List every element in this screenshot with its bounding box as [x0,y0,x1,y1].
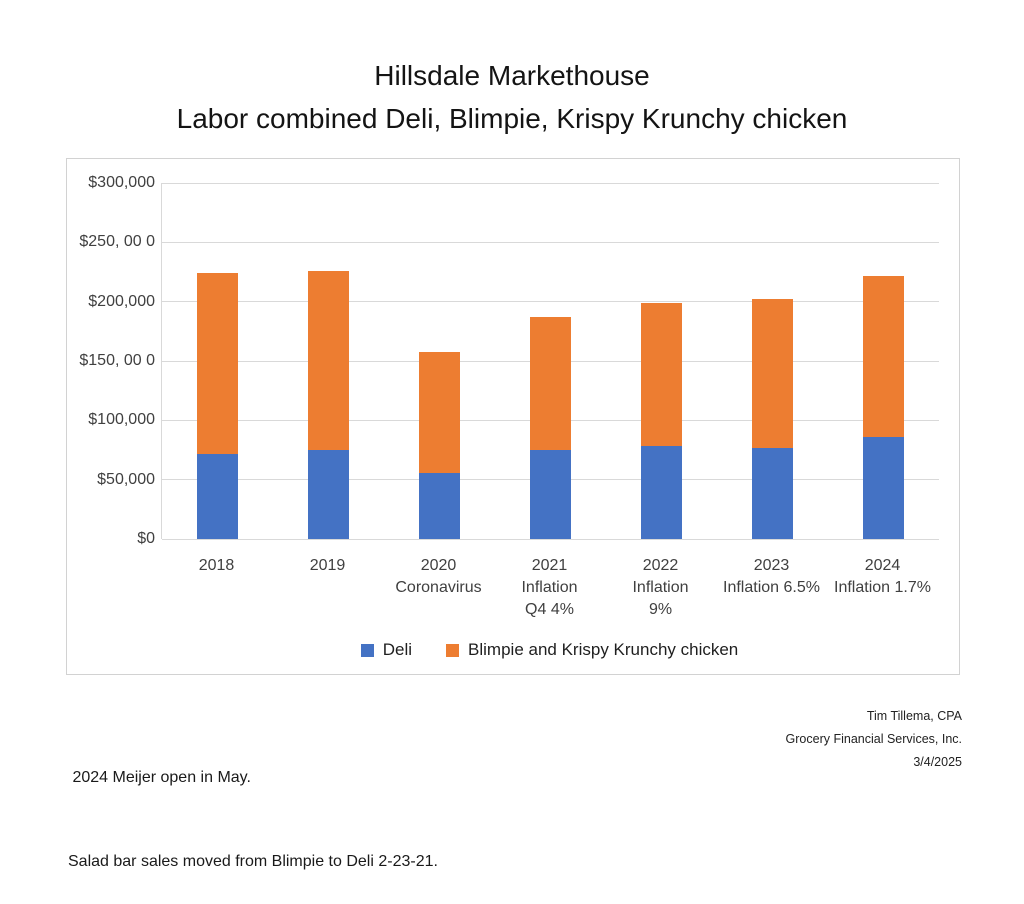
x-year-label: 2024 [864,557,901,574]
x-category-label-2018: 2018 [161,555,272,577]
plot-area [161,182,939,540]
chart-frame: $300,000 $250, 00 0 $200,000 $150, 00 0 $100… [66,158,960,675]
legend-item-deli: Deli [360,640,413,660]
footnote-left: 2024 Meijer open in May. Salad bar sales… [68,708,438,904]
bar-2019 [308,183,349,539]
y-tick-label: $300,000 [88,174,155,191]
x-year-label: 2022 [642,557,679,574]
x-annotation-label: Inflation 6.5% [723,579,820,596]
bar-slot-2021 [495,183,606,539]
y-tick-label: $50,000 [97,470,155,488]
x-category-label-2024: 2024 Inflation 1.7% [827,555,938,599]
gridline [162,301,939,303]
x-annotation-label: Inflation [521,579,578,596]
credits-block: Tim Tillema, CPA Grocery Financial Servi… [786,705,962,774]
y-tick-label: $150, 00 0 [79,352,155,369]
credits-company: Grocery Financial Services, Inc. [785,732,962,746]
x-category-label-2020: 2020 Coronavirus [383,555,494,599]
bar-2023 [752,183,793,539]
x-annotation-label: Coronavirus [395,579,482,596]
bar-slot-2022 [606,183,717,539]
legend-swatch-icon [360,643,374,657]
bar-segment-2020-blimpie [419,351,460,473]
bar-segment-2018-blimpie [197,273,238,454]
x-category-label-2019: 2019 [272,555,383,577]
chart-title-line2: Labor combined Deli, Blimpie, Krispy Kru… [176,103,848,134]
legend-item-blimpie: Blimpie and Krispy Krunchy chicken [446,640,738,660]
bar-slot-2023 [717,183,828,539]
x-category-label-2021: 2021 Inflation Q4 4% [494,555,605,621]
bar-segment-2023-deli [752,447,793,539]
footnote-line1: 2024 Meijer open in May. [68,769,251,786]
x-annotation-label: 9% [648,601,673,618]
bar-slot-2020 [384,183,495,539]
bar-2020 [419,183,460,539]
gridline [162,538,939,540]
x-annotation-label: Inflation 1.7% [834,579,931,596]
x-year-label: 2021 [531,557,568,574]
bar-segment-2019-blimpie [308,270,349,450]
bar-segment-2021-deli [530,450,571,539]
gridline [162,182,939,184]
bar-2018 [197,183,238,539]
x-year-label: 2020 [420,557,457,574]
chart-legend: Deli Blimpie and Krispy Krunchy chicken [161,640,938,660]
bar-2024 [863,183,904,539]
bar-2022 [641,183,682,539]
bar-segment-2023-blimpie [752,299,793,448]
footnote-line2: Salad bar sales moved from Blimpie to De… [68,853,438,870]
x-axis-labels: 2018 2019 2020 Coronavirus 2021 Inflation Q4 4… [161,555,938,625]
bar-segment-2019-deli [308,450,349,539]
credits-author: Tim Tillema, CPA [866,709,962,723]
bar-slot-2018 [162,183,273,539]
y-tick-label: $0 [137,530,155,547]
bar-slot-2019 [273,183,384,539]
y-tick-label: $250, 00 0 [79,233,155,251]
chart-title-block: Hillsdale Markethouse Labor combined Del… [0,54,1024,140]
bar-segment-2018-deli [197,453,238,539]
credits-date: 3/4/2025 [913,755,962,769]
bar-2021 [530,183,571,539]
legend-swatch-icon [446,643,460,657]
x-year-label: 2019 [309,557,346,574]
bar-segment-2020-deli [419,472,460,539]
y-tick-label: $200,000 [88,292,155,310]
x-year-label: 2018 [198,557,235,574]
x-category-label-2023: 2023 Inflation 6.5% [716,555,827,599]
bar-segment-2024-deli [863,436,904,539]
y-tick-label: $100,000 [88,411,155,429]
legend-label: Deli [382,640,413,659]
bar-segment-2022-deli [641,446,682,539]
x-year-label: 2023 [753,557,790,574]
gridline [162,241,939,243]
chart-title-line1: Hillsdale Markethouse [374,60,650,91]
x-annotation-label: Inflation [632,579,689,596]
bar-segment-2022-blimpie [641,302,682,447]
y-axis: $300,000 $250, 00 0 $200,000 $150, 00 0 $100… [67,174,155,547]
bar-segment-2024-blimpie [863,275,904,437]
legend-label: Blimpie and Krispy Krunchy chicken [468,640,739,659]
bar-slot-2024 [828,183,939,539]
x-annotation-label: Q4 4% [525,601,574,618]
x-category-label-2022: 2022 Inflation 9% [605,555,716,621]
bar-segment-2021-blimpie [530,317,571,450]
